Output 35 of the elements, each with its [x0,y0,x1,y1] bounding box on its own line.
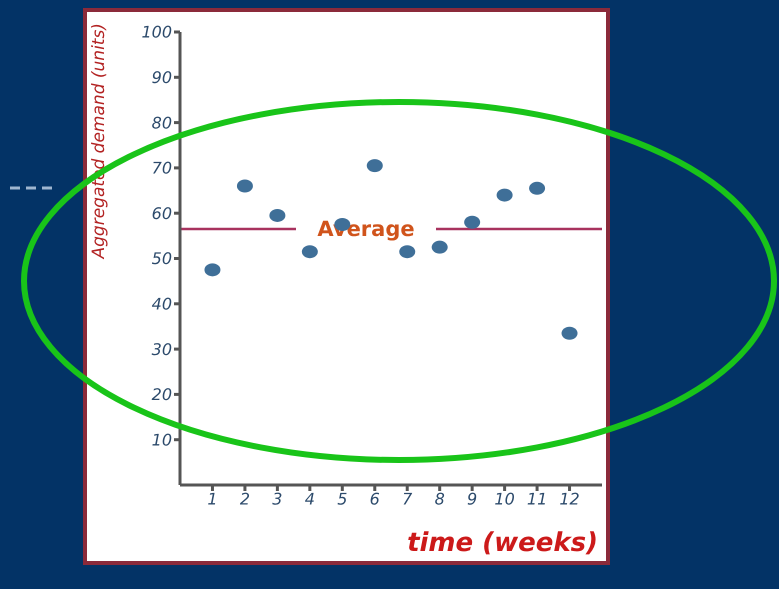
x-tick-label: 10 [494,489,515,508]
x-axis-title: time (weeks) [407,528,598,558]
x-tick-label: 8 [434,489,445,508]
point [302,245,318,258]
y-tick-label: 10 [152,430,172,450]
y-axis-title: Aggregated demand (units) [89,23,110,260]
y-tick-label: 50 [152,249,172,268]
x-tick-label: 7 [402,489,414,508]
point [399,245,416,258]
point [562,326,578,340]
y-tick-label: 20 [152,385,172,404]
point [204,263,220,276]
y-tick-label: 90 [152,68,172,87]
y-tick-label: 40 [152,294,172,314]
y-tick-label: 100 [141,22,172,42]
y-tick-label: 80 [152,113,172,132]
point [432,240,448,254]
point [464,216,480,229]
x-tick-label: 11 [526,489,548,508]
x-tick-label: 5 [337,489,348,508]
y-tick-label: 70 [152,158,172,178]
point [366,159,383,172]
point [529,182,546,195]
y-tick-label: 30 [152,340,172,359]
x-tick-label: 12 [559,489,580,508]
x-tick-label: 9 [467,489,478,508]
point [269,208,286,222]
point [236,180,253,193]
x-tick-label: 1 [207,489,218,508]
y-tick-label: 60 [152,204,172,223]
x-tick-label: 6 [370,489,380,508]
x-tick-label: 4 [304,489,315,508]
point [496,188,513,202]
x-tick-label: 3 [272,489,282,508]
x-tick-label: 2 [240,489,250,508]
